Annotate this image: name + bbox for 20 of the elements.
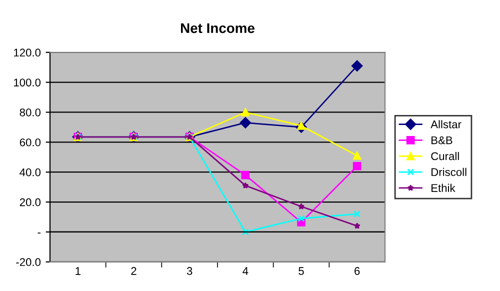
- x-tick-label: 1: [76, 267, 80, 275]
- x-tick-label: 5: [298, 267, 304, 275]
- legend-label: Curall: [431, 152, 459, 160]
- y-tick-label: 40.0: [20, 168, 41, 176]
- x-tick-label: 2: [131, 267, 136, 275]
- y-tick-label: 20.0: [20, 198, 41, 206]
- x-tick-label: 3: [186, 267, 192, 275]
- legend-label: Ethik: [432, 184, 456, 192]
- y-tick-label: 100.0: [14, 78, 41, 86]
- y-tick-label: 120.0: [14, 48, 41, 57]
- y-tick-label: -: [38, 232, 40, 234]
- y-tick-label: -20.0: [16, 258, 41, 266]
- legend-label: Allstar: [430, 120, 462, 128]
- x-tick-label: 4: [242, 267, 248, 275]
- legend-label: B&B: [432, 136, 452, 144]
- y-tick-label: 80.0: [20, 108, 41, 116]
- legend-label: Driscoll: [432, 168, 466, 176]
- chart-title: Net Income: [181, 23, 254, 34]
- x-tick-label: 6: [354, 267, 360, 275]
- y-tick-label: 60.0: [20, 138, 41, 146]
